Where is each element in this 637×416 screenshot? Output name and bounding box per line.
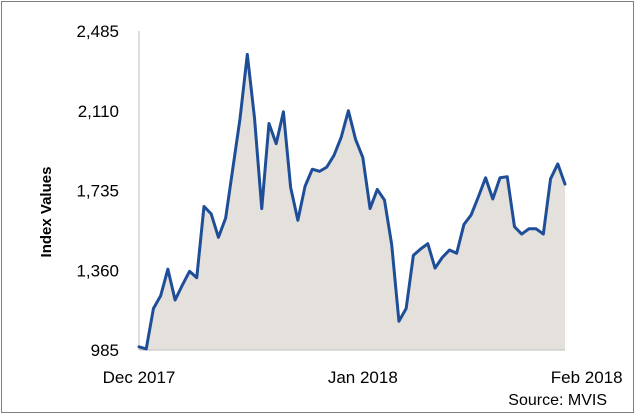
y-tick-label: 1,360 [76, 261, 119, 280]
y-axis-label: Index Values [38, 167, 55, 258]
series-line [137, 52, 567, 351]
y-tick-label: 2,485 [76, 22, 119, 41]
y-tick-label: 2,110 [78, 102, 119, 121]
y-tick-label: 985 [91, 341, 119, 360]
x-tick-label: Jan 2018 [328, 368, 398, 387]
x-tick-label: Dec 2017 [103, 368, 176, 387]
series-area [139, 54, 565, 350]
x-tick-label: Feb 2018 [551, 368, 623, 387]
source-label: Source: MVIS [508, 392, 607, 409]
y-tick-label: 1,735 [76, 182, 119, 201]
